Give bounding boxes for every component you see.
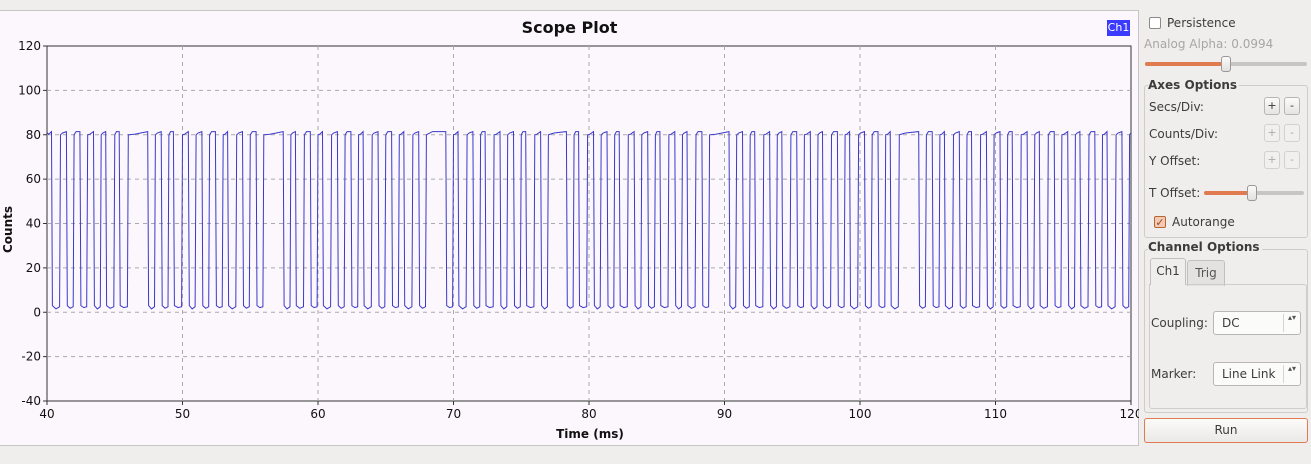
analog-alpha-label: Analog Alpha: 0.0994 <box>1144 37 1274 51</box>
ch1-trace <box>47 130 1131 310</box>
t-offset-label: T Offset: <box>1149 186 1201 200</box>
x-tick-label: 90 <box>717 407 732 421</box>
y-tick-label: -40 <box>21 394 41 408</box>
y-tick-label: 0 <box>33 305 41 319</box>
scope-plot-canvas[interactable]: 40 50 60 70 80 90 100 110 120 120 100 80 60 40 20 0 -20 -… <box>0 11 1139 447</box>
marker-select[interactable]: Line Link ▴▾ <box>1213 362 1301 386</box>
y-tick-label: -20 <box>21 350 41 364</box>
x-tick-label: 120 <box>1120 407 1139 421</box>
channel-options-title: Channel Options <box>1148 240 1262 254</box>
persistence-checkbox[interactable] <box>1149 17 1161 29</box>
alpha-slider-handle[interactable] <box>1221 56 1231 72</box>
y-axis-label: Counts <box>1 205 15 253</box>
persistence-label: Persistence <box>1167 16 1236 30</box>
scope-plot-panel: 40 50 60 70 80 90 100 110 120 120 100 80 60 40 20 0 -20 -… <box>0 10 1139 446</box>
counts-div-plus-button[interactable]: + <box>1264 124 1280 142</box>
ch1-tab-page <box>1149 284 1307 409</box>
x-axis-label: Time (ms) <box>556 427 624 441</box>
x-tick-label: 80 <box>581 407 596 421</box>
x-tick-label: 110 <box>984 407 1007 421</box>
counts-div-minus-button[interactable]: - <box>1284 124 1300 142</box>
tab-trig[interactable]: Trig <box>1187 260 1225 286</box>
x-tick-label: 50 <box>175 407 190 421</box>
x-tick-label: 60 <box>310 407 325 421</box>
x-tick-label: 70 <box>446 407 461 421</box>
plot-title: Scope Plot <box>521 18 618 37</box>
t-offset-slider-handle[interactable] <box>1247 185 1257 201</box>
status-strip <box>0 447 1139 464</box>
marker-label: Marker: <box>1151 367 1197 381</box>
control-panel: Persistence Analog Alpha: 0.0994 Axes Op… <box>1141 0 1311 464</box>
y-tick-label: 120 <box>18 39 41 53</box>
secs-div-minus-button[interactable]: - <box>1284 97 1300 115</box>
axes-options-title: Axes Options <box>1148 78 1240 92</box>
secs-div-label: Secs/Div: <box>1149 100 1204 114</box>
coupling-value: DC <box>1222 316 1240 330</box>
run-button[interactable]: Run <box>1144 418 1308 443</box>
y-tick-label: 20 <box>26 261 41 275</box>
y-tick-label: 40 <box>26 217 41 231</box>
x-tick-label: 40 <box>39 407 54 421</box>
tab-ch1[interactable]: Ch1 <box>1150 258 1186 285</box>
t-offset-slider-fill <box>1204 191 1250 195</box>
y-tick-label: 80 <box>26 128 41 142</box>
coupling-label: Coupling: <box>1151 316 1208 330</box>
marker-value: Line Link <box>1222 367 1276 381</box>
coupling-select[interactable]: DC ▴▾ <box>1213 311 1301 335</box>
chevron-updown-icon: ▴▾ <box>1283 365 1300 383</box>
y-tick-label: 100 <box>18 83 41 97</box>
legend-ch1[interactable]: Ch1 <box>1107 20 1130 36</box>
y-offset-minus-button[interactable]: - <box>1284 151 1300 169</box>
y-tick-label: 60 <box>26 172 41 186</box>
counts-div-label: Counts/Div: <box>1149 127 1218 141</box>
y-offset-plus-button[interactable]: + <box>1264 151 1280 169</box>
alpha-slider-fill <box>1145 62 1225 66</box>
x-tick-label: 100 <box>849 407 872 421</box>
y-offset-label: Y Offset: <box>1149 154 1201 168</box>
chevron-updown-icon: ▴▾ <box>1283 314 1300 332</box>
autorange-checkbox[interactable]: ✓ <box>1154 216 1166 229</box>
secs-div-plus-button[interactable]: + <box>1264 97 1280 115</box>
autorange-label: Autorange <box>1172 215 1235 229</box>
